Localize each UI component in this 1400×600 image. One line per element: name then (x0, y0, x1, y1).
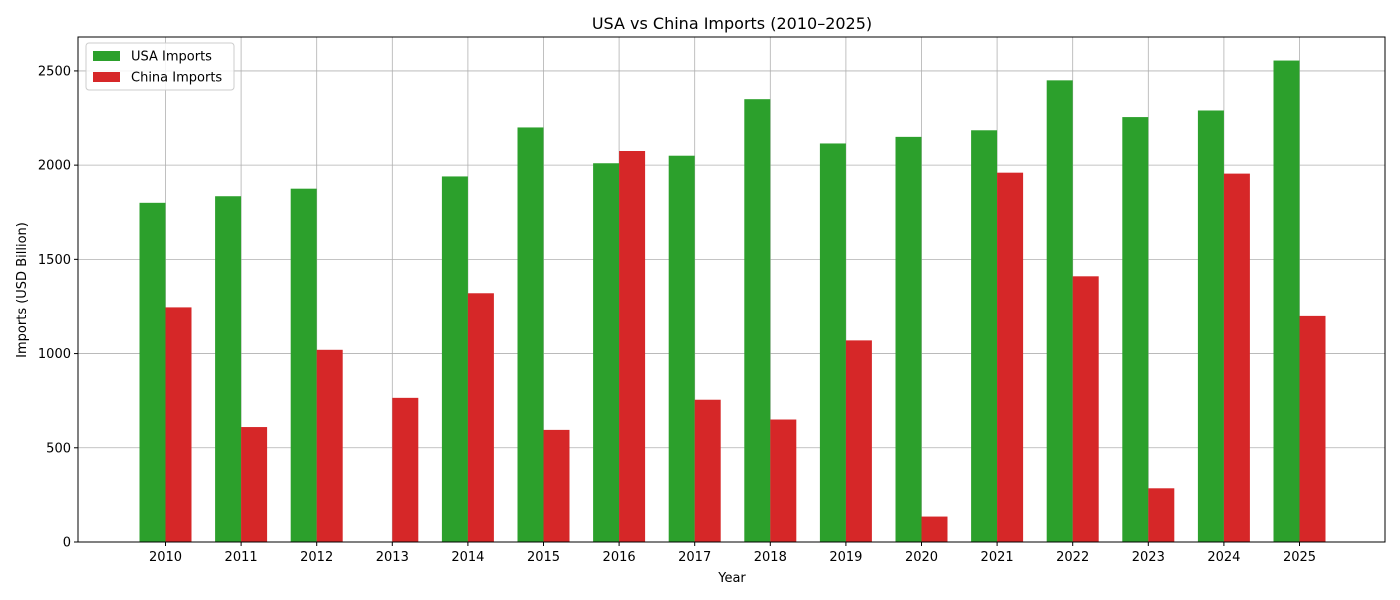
legend-box (85, 42, 235, 91)
usa-bar-2017 (668, 155, 695, 542)
china-bar-2015 (543, 429, 570, 542)
y-axis: 0 500 1000 1500 2000 2500 (38, 64, 78, 551)
china-bar-2011 (241, 427, 268, 542)
usa-bar-2025 (1273, 60, 1300, 542)
x-axis: 2010 2011 2012 2013 2014 2015 2016 2017 2018 2019… (149, 542, 1316, 565)
legend-swatch (93, 72, 120, 82)
usa-bar-2011 (215, 196, 242, 542)
x-tick-label: 2021 (981, 550, 1014, 565)
x-tick-label: 2014 (451, 550, 484, 565)
y-tick-label: 500 (46, 441, 71, 456)
x-tick-label: 2015 (527, 550, 560, 565)
china-bar-2010 (165, 307, 192, 542)
x-tick-label: 2018 (754, 550, 787, 565)
usa-bar-2014 (441, 176, 468, 542)
x-tick-label: 2012 (300, 550, 333, 565)
usa-bar-2022 (1046, 80, 1073, 543)
china-bar-2018 (770, 419, 797, 542)
china-bar-2012 (316, 349, 343, 542)
y-tick-label: 2500 (38, 64, 71, 79)
china-bar-2022 (1072, 276, 1099, 542)
x-tick-label: 2024 (1207, 550, 1240, 565)
usa-bar-2021 (971, 130, 998, 543)
china-bar-2014 (467, 293, 494, 542)
china-bar-2025 (1299, 315, 1326, 542)
legend-label: USA Imports (131, 50, 212, 65)
usa-bar-2019 (819, 143, 846, 543)
grid-lines (78, 37, 1385, 543)
china-bar-2019 (845, 340, 872, 542)
x-tick-label: 2010 (149, 550, 182, 565)
bars (139, 60, 1326, 543)
plot-frame (77, 36, 1386, 543)
y-tick-label: 1000 (38, 347, 71, 362)
china-bar-2020 (921, 516, 948, 542)
x-axis-label: Year (717, 571, 746, 586)
y-tick-label: 0 (63, 536, 71, 551)
usa-bar-2010 (139, 202, 166, 542)
usa-bar-2023 (1122, 117, 1149, 542)
usa-bar-2012 (290, 188, 317, 543)
y-axis-label: Imports (USD Billion) (15, 222, 30, 358)
chart-title: USA vs China Imports (2010–2025) (592, 14, 872, 33)
china-bar-2021 (997, 172, 1024, 543)
x-tick-label: 2011 (225, 550, 258, 565)
x-tick-label: 2022 (1056, 550, 1089, 565)
china-bar-2013 (392, 397, 419, 542)
china-bar-2023 (1148, 488, 1175, 542)
china-bar-2024 (1223, 173, 1250, 542)
legend-swatch (93, 51, 120, 61)
legend-label: China Imports (131, 71, 222, 86)
usa-bar-2016 (593, 163, 620, 542)
usa-bar-2018 (744, 99, 771, 543)
x-tick-label: 2013 (376, 550, 409, 565)
x-tick-label: 2017 (678, 550, 711, 565)
x-tick-label: 2019 (829, 550, 862, 565)
usa-bar-2020 (895, 136, 922, 543)
usa-bar-2024 (1197, 110, 1224, 543)
y-tick-label: 1500 (38, 253, 71, 268)
china-bar-2016 (619, 151, 646, 542)
china-bar-2017 (694, 399, 721, 542)
x-tick-label: 2025 (1283, 550, 1316, 565)
usa-bar-2015 (517, 127, 544, 543)
x-tick-label: 2016 (603, 550, 636, 565)
x-tick-label: 2020 (905, 550, 938, 565)
x-tick-label: 2023 (1132, 550, 1165, 565)
y-tick-label: 2000 (38, 159, 71, 174)
legend: USA Imports China Imports (85, 42, 235, 91)
